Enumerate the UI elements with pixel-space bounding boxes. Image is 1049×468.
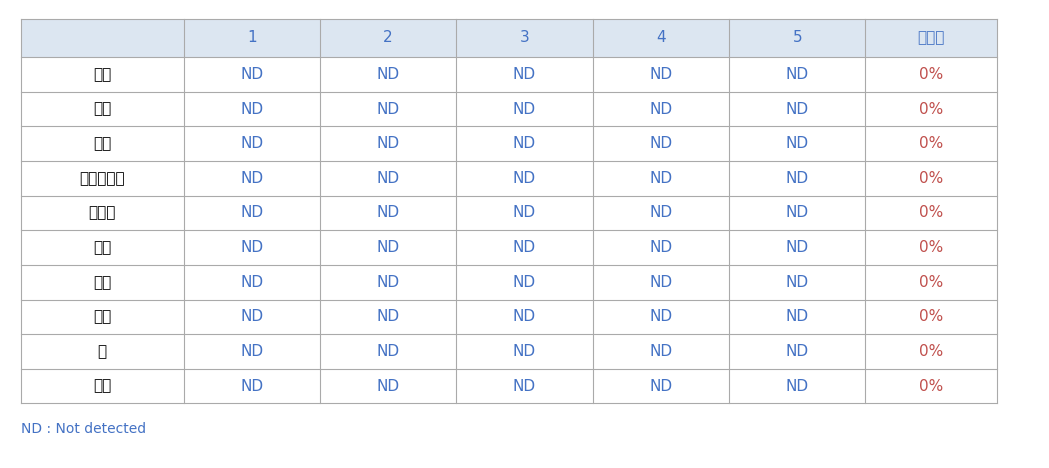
Text: ND: ND (513, 275, 536, 290)
Text: ND: ND (377, 379, 400, 394)
Text: 방울토마토: 방울토마토 (80, 171, 125, 186)
Text: 0%: 0% (919, 171, 943, 186)
Text: ND: ND (240, 136, 263, 151)
Text: 대파: 대파 (93, 102, 111, 117)
Text: ND: ND (786, 67, 809, 82)
Text: ND: ND (649, 275, 672, 290)
Text: ND: ND (649, 171, 672, 186)
Text: 0%: 0% (919, 102, 943, 117)
Text: ND: ND (377, 275, 400, 290)
Bar (21, 196, 997, 230)
Text: ND: ND (377, 102, 400, 117)
Text: ND: ND (786, 240, 809, 255)
Text: 0%: 0% (919, 379, 943, 394)
Text: 굴: 굴 (98, 344, 107, 359)
Text: ND: ND (786, 344, 809, 359)
Text: 고추: 고추 (93, 67, 111, 82)
Text: ND : Not detected: ND : Not detected (21, 422, 146, 436)
Text: ND: ND (786, 309, 809, 324)
Text: 0%: 0% (919, 67, 943, 82)
Bar (21, 19, 997, 57)
Text: ND: ND (377, 67, 400, 82)
Text: ND: ND (377, 205, 400, 220)
Text: ND: ND (377, 344, 400, 359)
Text: ND: ND (513, 379, 536, 394)
Text: ND: ND (377, 136, 400, 151)
Text: 꼬막: 꼬막 (93, 309, 111, 324)
Text: ND: ND (240, 275, 263, 290)
Text: ND: ND (649, 344, 672, 359)
Text: ND: ND (240, 205, 263, 220)
Bar (21, 161, 997, 196)
Text: 2: 2 (383, 30, 393, 45)
Text: 3: 3 (519, 30, 530, 45)
Text: ND: ND (786, 275, 809, 290)
Text: 0%: 0% (919, 309, 943, 324)
Bar (21, 92, 997, 126)
Bar (21, 57, 997, 92)
Text: 양상추: 양상추 (88, 205, 116, 220)
Text: ND: ND (649, 309, 672, 324)
Text: ND: ND (513, 344, 536, 359)
Text: ND: ND (377, 309, 400, 324)
Text: ND: ND (240, 309, 263, 324)
Text: ND: ND (377, 240, 400, 255)
Text: 5: 5 (792, 30, 802, 45)
Text: ND: ND (786, 136, 809, 151)
Bar (21, 265, 997, 300)
Text: ND: ND (513, 171, 536, 186)
Text: 0%: 0% (919, 136, 943, 151)
Text: ND: ND (649, 379, 672, 394)
Text: ND: ND (786, 102, 809, 117)
Text: ND: ND (240, 240, 263, 255)
Text: ND: ND (513, 67, 536, 82)
Bar (21, 300, 997, 334)
Text: 1: 1 (247, 30, 257, 45)
Text: ND: ND (649, 102, 672, 117)
Text: 0%: 0% (919, 205, 943, 220)
Bar (21, 230, 997, 265)
Text: ND: ND (377, 171, 400, 186)
Text: 새우: 새우 (93, 275, 111, 290)
Text: 어묵: 어묵 (93, 379, 111, 394)
Text: ND: ND (513, 309, 536, 324)
Text: 0%: 0% (919, 275, 943, 290)
Text: 0%: 0% (919, 344, 943, 359)
Text: 오이: 오이 (93, 240, 111, 255)
Text: ND: ND (649, 67, 672, 82)
Text: ND: ND (240, 171, 263, 186)
Text: 마늘: 마늘 (93, 136, 111, 151)
Text: ND: ND (649, 136, 672, 151)
Text: ND: ND (240, 102, 263, 117)
Text: 0%: 0% (919, 240, 943, 255)
Text: 4: 4 (656, 30, 666, 45)
Text: 검출률: 검출률 (917, 30, 945, 45)
Text: ND: ND (786, 171, 809, 186)
Text: ND: ND (240, 344, 263, 359)
Text: ND: ND (649, 240, 672, 255)
Text: ND: ND (513, 240, 536, 255)
Bar (21, 369, 997, 403)
Text: ND: ND (786, 379, 809, 394)
Text: ND: ND (240, 67, 263, 82)
Bar (21, 334, 997, 369)
Text: ND: ND (240, 379, 263, 394)
Bar (21, 126, 997, 161)
Text: ND: ND (786, 205, 809, 220)
Text: ND: ND (513, 136, 536, 151)
Text: ND: ND (513, 205, 536, 220)
Text: ND: ND (513, 102, 536, 117)
Text: ND: ND (649, 205, 672, 220)
